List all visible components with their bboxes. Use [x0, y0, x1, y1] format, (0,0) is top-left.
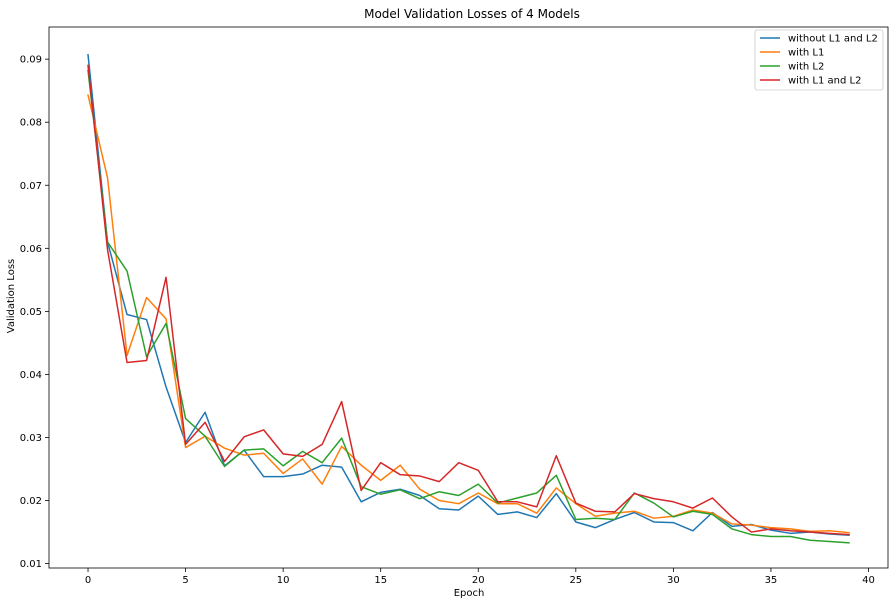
y-tick-label: 0.09 [20, 55, 42, 66]
legend-label-with-l1: with L1 [788, 48, 824, 59]
series-line-with-l1-and-l2 [87, 64, 850, 536]
legend-label-with-l1-and-l2: with L1 and L2 [788, 76, 861, 87]
y-tick-label: 0.04 [20, 370, 42, 381]
y-axis-label: Validation Loss [6, 259, 17, 334]
x-tick-label: 15 [374, 575, 387, 586]
y-tick-label: 0.05 [20, 307, 42, 318]
y-tick-label: 0.06 [20, 244, 42, 255]
x-tick-label: 25 [569, 575, 582, 586]
y-tick-label: 0.01 [20, 559, 42, 570]
x-axis-label: Epoch [454, 588, 485, 599]
x-tick-label: 0 [85, 575, 91, 586]
y-axis-ticks: 0.01 0.02 0.03 0.04 0.05 0.06 0.07 0.08 0.09 [20, 55, 49, 570]
legend-label-with-l2: with L2 [788, 62, 824, 73]
x-tick-label: 35 [765, 575, 778, 586]
legend: without L1 and L2 with L1 with L2 with L1 a… [754, 29, 884, 91]
y-tick-label: 0.07 [20, 181, 42, 192]
plot-frame [48, 26, 889, 569]
x-tick-label: 20 [472, 575, 485, 586]
y-tick-label: 0.08 [20, 118, 42, 129]
x-tick-label: 10 [277, 575, 290, 586]
series-line-without-l1-and-l2 [87, 53, 850, 537]
y-tick-label: 0.02 [20, 496, 42, 507]
legend-box [754, 29, 884, 91]
x-axis-ticks: 0 5 10 15 20 25 30 35 40 [85, 568, 875, 586]
series-line-with-l2 [87, 69, 850, 544]
chart-title: Model Validation Losses of 4 Models [364, 7, 580, 21]
plot-content [87, 53, 850, 544]
legend-label-without-l1-and-l2: without L1 and L2 [788, 34, 878, 45]
x-tick-label: 5 [182, 575, 188, 586]
x-tick-label: 40 [862, 575, 875, 586]
y-tick-label: 0.03 [20, 433, 42, 444]
x-tick-label: 30 [667, 575, 680, 586]
